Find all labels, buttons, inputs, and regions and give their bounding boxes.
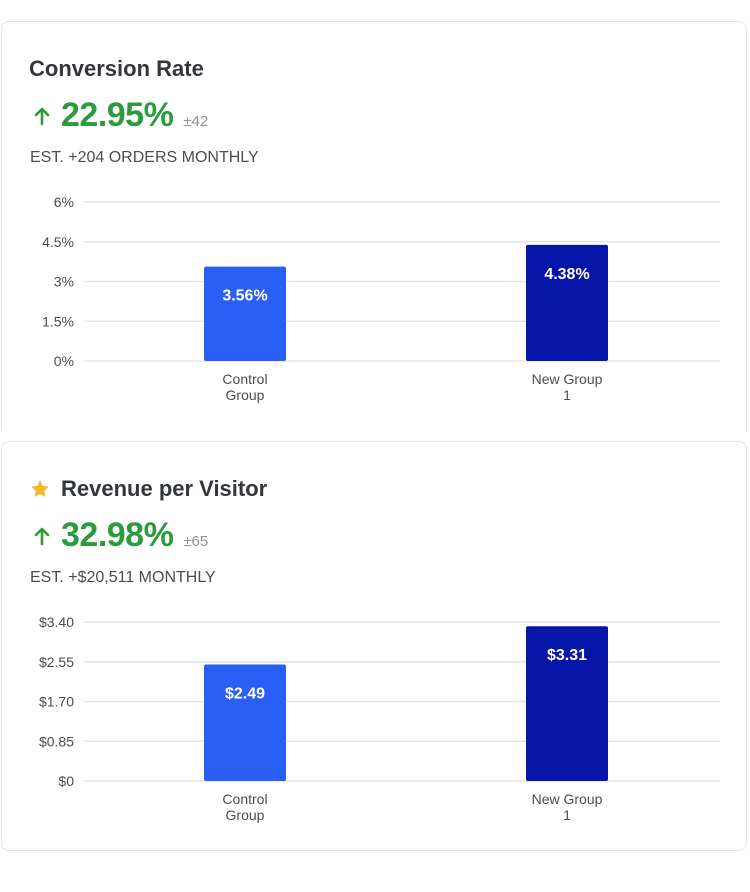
bar-value-label: 4.38%: [544, 266, 589, 283]
y-tick-label: $1.70: [39, 694, 74, 710]
y-tick-label: 4.5%: [42, 234, 74, 250]
revenue-per-visitor-chart: $0 $0.85 $1.70 $2.55 $3.40 $2.49 Control Group $…: [39, 614, 720, 823]
x-category-label: New Group 1: [532, 791, 603, 823]
x-category-label: Control Group: [222, 791, 267, 823]
y-tick-label: 6%: [54, 194, 74, 210]
monthly-estimate: EST. +204 ORDERS MONTHLY: [30, 149, 259, 166]
conversion-rate-card: Conversion Rate 22.95% ±42 EST. +204 ORD…: [1, 21, 747, 431]
bar-value-label: $3.31: [547, 647, 587, 664]
card-title-text: Revenue per Visitor: [61, 476, 268, 501]
arrow-up-icon: [34, 107, 50, 125]
margin-of-error: ±42: [183, 113, 209, 130]
conversion-rate-chart: 0% 1.5% 3% 4.5% 6% 3.56% Control Group 4.38% New …: [42, 194, 720, 403]
card-title: Conversion Rate: [29, 56, 204, 82]
bar: [526, 244, 608, 361]
bar: [204, 266, 286, 361]
card-title: Revenue per Visitor: [29, 476, 267, 502]
y-tick-label: $0: [58, 773, 74, 789]
revenue-per-visitor-card: Revenue per Visitor 32.98% ±65 EST. +$20…: [1, 441, 747, 851]
star-icon: [31, 480, 49, 497]
lift-value: 22.95%: [61, 96, 174, 134]
y-tick-label: $2.55: [39, 654, 74, 670]
bar-value-label: 3.56%: [222, 288, 267, 305]
x-category-label: New Group 1: [532, 371, 603, 403]
margin-of-error: ±65: [183, 533, 209, 550]
lift-metric: 32.98% ±65: [33, 516, 208, 555]
y-tick-label: $0.85: [39, 733, 74, 749]
y-tick-label: 1.5%: [42, 313, 74, 329]
lift-value: 32.98%: [61, 516, 174, 554]
lift-metric: 22.95% ±42: [33, 96, 208, 135]
y-tick-label: 0%: [54, 353, 74, 369]
monthly-estimate: EST. +$20,511 MONTHLY: [30, 569, 216, 586]
x-category-label: Control Group: [222, 371, 267, 403]
card-title-text: Conversion Rate: [29, 56, 204, 81]
bar: [526, 626, 608, 781]
y-tick-label: $3.40: [39, 614, 74, 630]
bar: [204, 664, 286, 781]
arrow-up-icon: [34, 527, 50, 545]
y-tick-label: 3%: [54, 274, 74, 290]
bar-value-label: $2.49: [225, 686, 265, 703]
